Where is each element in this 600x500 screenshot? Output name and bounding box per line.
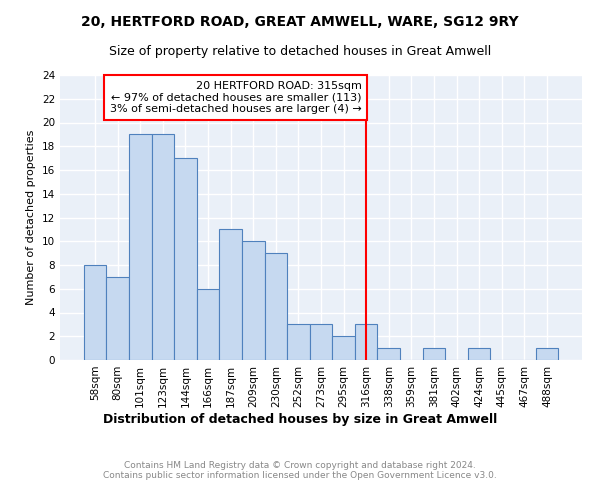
Bar — [287, 324, 310, 360]
Text: Distribution of detached houses by size in Great Amwell: Distribution of detached houses by size … — [103, 412, 497, 426]
Bar — [242, 242, 265, 360]
Text: Contains HM Land Registry data © Crown copyright and database right 2024.
Contai: Contains HM Land Registry data © Crown c… — [103, 460, 497, 480]
Bar — [106, 277, 129, 360]
Bar — [197, 289, 220, 360]
Bar — [84, 265, 106, 360]
Bar — [355, 324, 377, 360]
Bar — [220, 230, 242, 360]
Text: Size of property relative to detached houses in Great Amwell: Size of property relative to detached ho… — [109, 45, 491, 58]
Bar — [310, 324, 332, 360]
Bar — [332, 336, 355, 360]
Text: 20, HERTFORD ROAD, GREAT AMWELL, WARE, SG12 9RY: 20, HERTFORD ROAD, GREAT AMWELL, WARE, S… — [81, 15, 519, 29]
Bar — [422, 348, 445, 360]
Bar — [152, 134, 174, 360]
Bar — [377, 348, 400, 360]
Bar — [265, 253, 287, 360]
Bar — [129, 134, 152, 360]
Bar — [536, 348, 558, 360]
Y-axis label: Number of detached properties: Number of detached properties — [26, 130, 37, 305]
Bar — [174, 158, 197, 360]
Bar — [468, 348, 490, 360]
Text: 20 HERTFORD ROAD: 315sqm
← 97% of detached houses are smaller (113)
3% of semi-d: 20 HERTFORD ROAD: 315sqm ← 97% of detach… — [110, 81, 362, 114]
